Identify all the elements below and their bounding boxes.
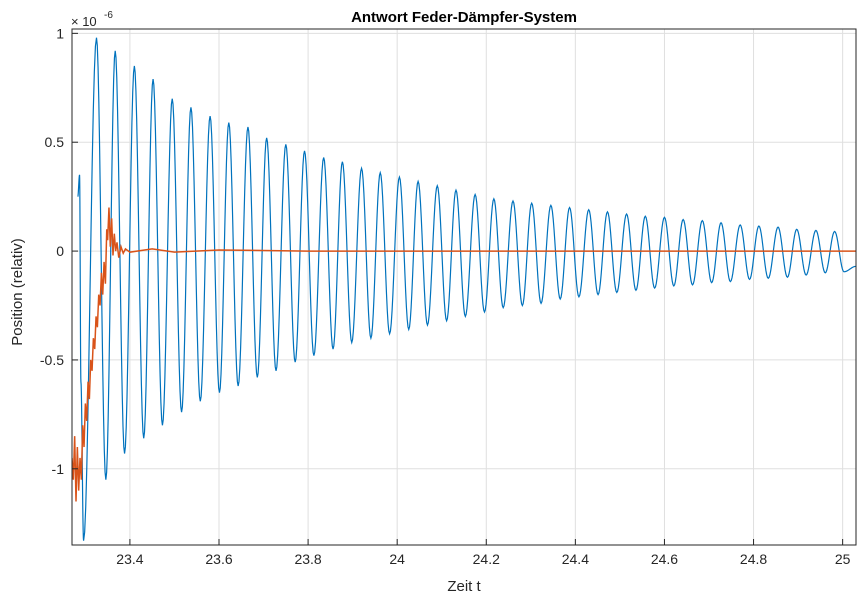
series-line-blue — [77, 37, 856, 541]
plot-area-series — [72, 37, 856, 541]
x-axis-label: Zeit t — [447, 578, 481, 595]
y-exponent-power: -6 — [104, 10, 113, 21]
x-tick-label: 24.8 — [740, 551, 767, 567]
y-tick-label: 0 — [56, 243, 64, 259]
axis-ticks: 23.4 23.6 23.8 24 24.2 24.4 24.6 24.8 25 1 0.5 0 -0.… — [40, 25, 851, 567]
y-tick-label: -1 — [52, 461, 65, 477]
plot-frame — [71, 28, 857, 546]
series-line-orange — [72, 207, 856, 502]
y-tick-label: -0.5 — [40, 352, 64, 368]
y-axis-label: Position (relativ) — [9, 238, 26, 346]
y-tick-label: 0.5 — [45, 134, 65, 150]
x-tick-label: 24 — [389, 551, 405, 567]
y-tick-label: 1 — [56, 25, 64, 41]
x-tick-label: 24.4 — [562, 551, 589, 567]
y-exponent-base: × 10 — [71, 14, 97, 29]
x-tick-label: 24.6 — [651, 551, 678, 567]
grid-lines — [72, 29, 856, 545]
x-tick-label: 24.2 — [473, 551, 500, 567]
x-tick-label: 25 — [835, 551, 851, 567]
x-tick-label: 23.6 — [205, 551, 232, 567]
x-tick-label: 23.4 — [116, 551, 143, 567]
chart-title: Antwort Feder-Dämpfer-System — [351, 9, 577, 26]
x-tick-label: 23.8 — [294, 551, 321, 567]
